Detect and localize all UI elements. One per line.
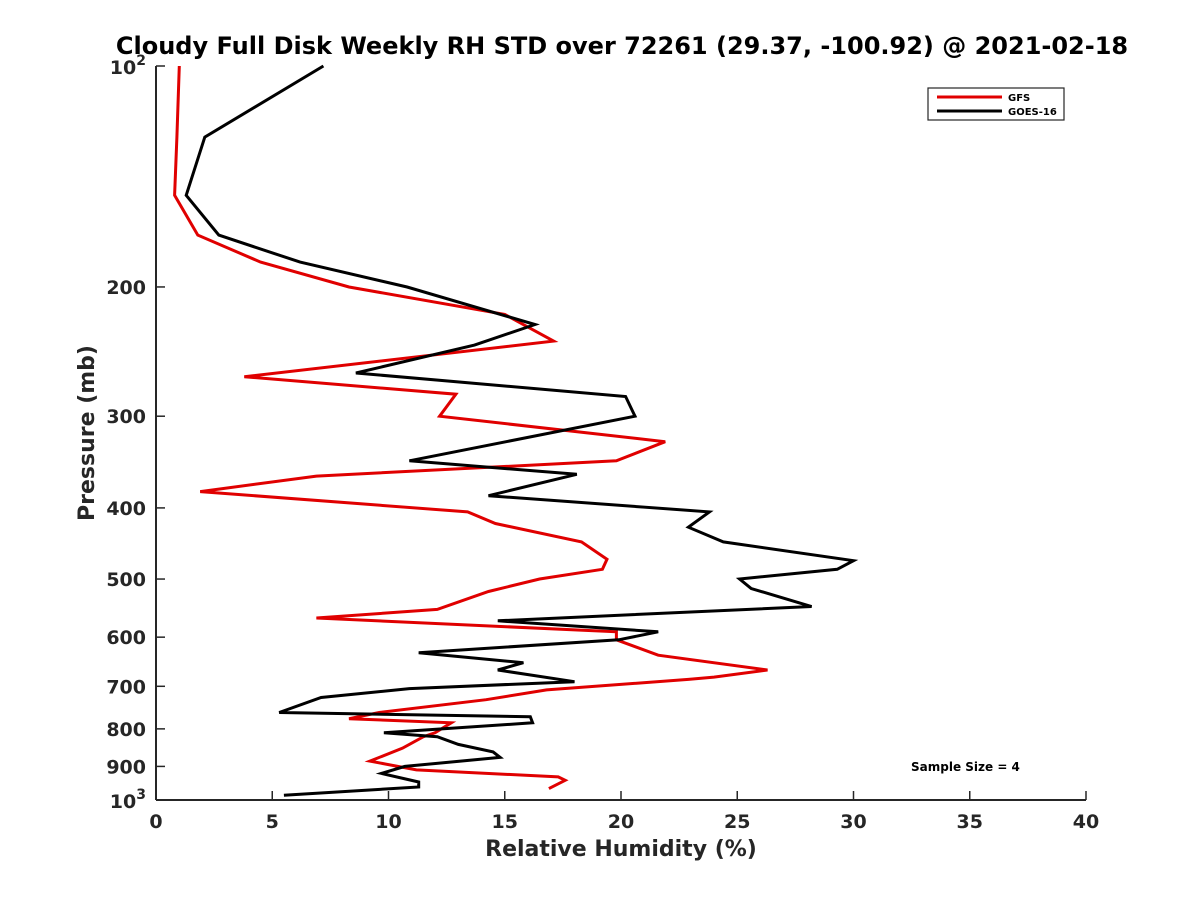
y-tick-label: 103 xyxy=(110,787,146,813)
series-line-gfs xyxy=(173,65,768,790)
legend: GFS GOES-16 xyxy=(927,87,1065,121)
y-axis-label: Pressure (mb) xyxy=(75,345,100,521)
sample-size-annotation: Sample Size = 4 xyxy=(911,760,1020,774)
y-tick-label: 800 xyxy=(106,719,146,741)
y-tick-label: 200 xyxy=(106,277,146,299)
legend-label-gfs: GFS xyxy=(1008,93,1030,104)
y-tick-label: 700 xyxy=(106,676,146,698)
y-tick-label: 500 xyxy=(106,569,146,591)
x-tick-label: 5 xyxy=(266,811,279,833)
series-line-goes16 xyxy=(184,64,859,797)
y-tick-label: 900 xyxy=(106,756,146,778)
x-tick-label: 20 xyxy=(608,811,634,833)
x-ticks: 0 5 10 15 20 25 30 35 40 xyxy=(149,791,1099,833)
y-tick-label: 102 xyxy=(110,53,146,79)
x-tick-label: 15 xyxy=(492,811,518,833)
x-tick-label: 0 xyxy=(149,811,162,833)
x-axis-label: Relative Humidity (%) xyxy=(485,837,757,862)
x-tick-label: 35 xyxy=(957,811,983,833)
plot-area xyxy=(173,64,859,797)
y-ticks: 102 200 300 400 500 600 700 800 900 103 xyxy=(106,53,165,813)
x-tick-label: 25 xyxy=(724,811,750,833)
y-tick-label: 400 xyxy=(106,498,146,520)
y-tick-label: 600 xyxy=(106,627,146,649)
legend-box xyxy=(927,87,1065,121)
x-tick-label: 30 xyxy=(840,811,866,833)
legend-label-goes16: GOES-16 xyxy=(1008,107,1057,118)
x-tick-label: 10 xyxy=(375,811,401,833)
chart-title: Cloudy Full Disk Weekly RH STD over 7226… xyxy=(116,32,1128,60)
x-tick-label: 40 xyxy=(1073,811,1099,833)
y-tick-label: 300 xyxy=(106,406,146,428)
